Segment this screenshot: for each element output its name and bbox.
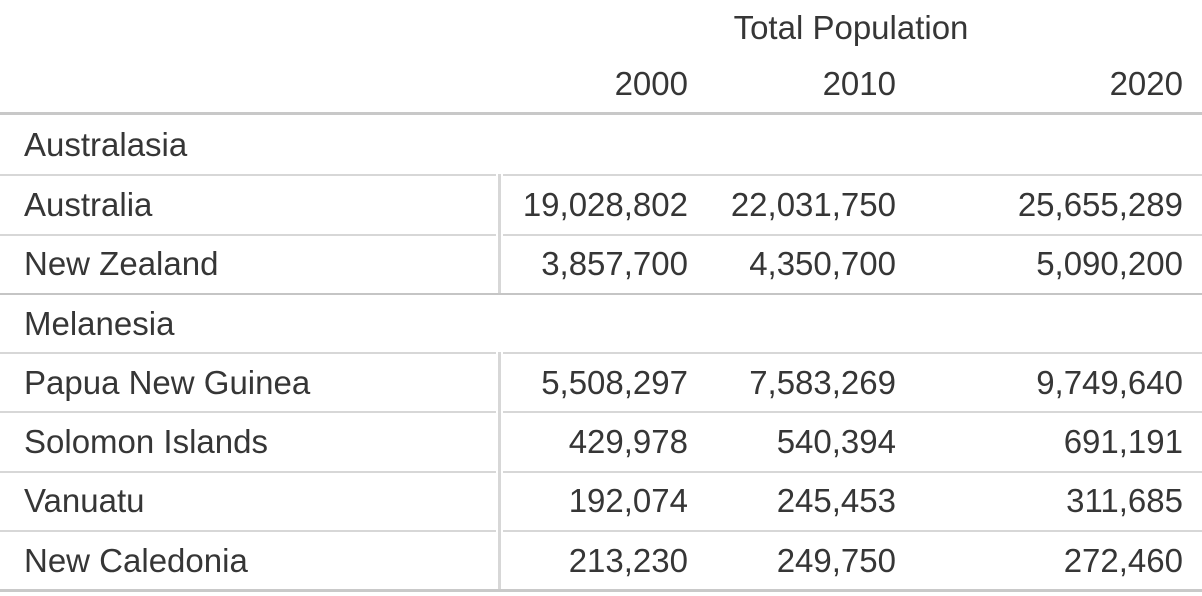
value-cell: 22,031,750 xyxy=(730,185,896,223)
row-label: Solomon Islands xyxy=(24,423,268,461)
value-cell: 540,394 xyxy=(776,423,896,461)
table-row: Australia 19,028,802 22,031,750 25,655,289 xyxy=(0,174,1202,233)
row-label: New Zealand xyxy=(24,245,219,283)
value-cell: 245,453 xyxy=(776,482,896,520)
section-label: Australasia xyxy=(24,125,188,163)
value-cell: 213,230 xyxy=(568,541,688,579)
table-row: New Zealand 3,857,700 4,350,700 5,090,200 xyxy=(0,233,1202,293)
value-cell: 691,191 xyxy=(1063,423,1183,461)
table-body: Australasia Australia 19,028,802 22,031,750… xyxy=(0,112,1202,593)
year-column-header-2000: 2000 xyxy=(614,65,688,102)
table-row: Solomon Islands 429,978 540,394 691,191 xyxy=(0,411,1202,470)
row-label: Papua New Guinea xyxy=(24,363,311,401)
value-cell: 5,508,297 xyxy=(541,363,688,401)
section-label: Melanesia xyxy=(24,304,175,342)
value-cell: 25,655,289 xyxy=(1017,185,1183,223)
year-column-header-2010: 2010 xyxy=(822,65,896,102)
section-row: Melanesia xyxy=(0,292,1202,352)
table-row: Papua New Guinea 5,508,297 7,583,269 9,749,… xyxy=(0,352,1202,411)
year-header-row: 2000 2010 2020 xyxy=(0,56,1202,112)
value-cell: 192,074 xyxy=(568,482,688,520)
row-label: New Caledonia xyxy=(24,541,248,579)
year-column-header-2020: 2020 xyxy=(1109,65,1183,102)
row-label: Australia xyxy=(24,185,153,223)
value-cell: 3,857,700 xyxy=(541,245,688,283)
row-label: Vanuatu xyxy=(24,482,145,520)
value-cell: 9,749,640 xyxy=(1036,363,1183,401)
table-row: Vanuatu 192,074 245,453 311,685 xyxy=(0,470,1202,530)
value-cell: 429,978 xyxy=(568,423,688,461)
table-row: New Caledonia 213,230 249,750 272,460 xyxy=(0,530,1202,589)
value-cell: 272,460 xyxy=(1063,541,1183,579)
value-cell: 19,028,802 xyxy=(522,185,688,223)
table-title: Total Population xyxy=(733,9,969,46)
column-divider-line xyxy=(498,174,501,293)
value-cell: 7,583,269 xyxy=(749,363,896,401)
value-cell: 5,090,200 xyxy=(1036,245,1183,283)
section-row: Australasia xyxy=(0,115,1202,174)
column-divider-line xyxy=(498,352,501,589)
value-cell: 4,350,700 xyxy=(749,245,896,283)
group-header-row: Total Population xyxy=(0,0,1202,56)
value-cell: 249,750 xyxy=(776,541,896,579)
value-cell: 311,685 xyxy=(1066,482,1183,520)
